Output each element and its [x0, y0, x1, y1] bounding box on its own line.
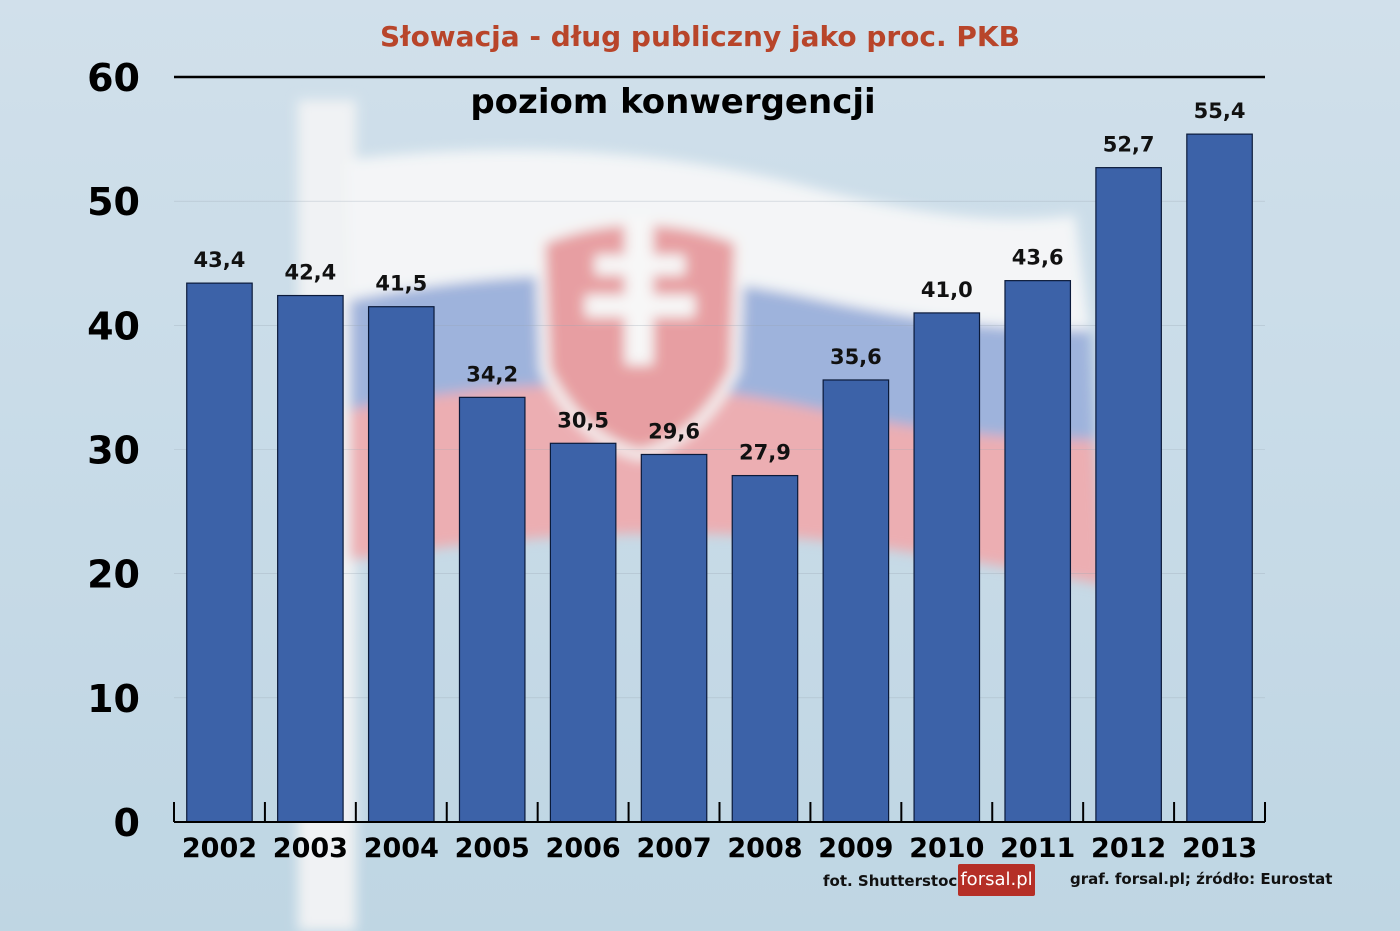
y-tick-label: 10: [87, 677, 140, 721]
x-tick-label: 2002: [182, 833, 257, 864]
x-tick-label: 2007: [636, 833, 711, 864]
y-tick-label: 30: [87, 429, 140, 473]
data-label: 55,4: [1194, 99, 1246, 123]
convergence-label: poziom konwergencji: [470, 82, 875, 122]
x-tick-label: 2006: [546, 833, 621, 864]
y-tick-label: 20: [87, 553, 140, 597]
bar-2013: [1186, 133, 1253, 823]
y-tick-label: 50: [87, 180, 140, 224]
forsal-logo: forsal.pl: [958, 864, 1035, 896]
source-credit: graf. forsal.pl; źródło: Eurostat: [1070, 870, 1333, 888]
x-tick-label: 2013: [1182, 833, 1257, 864]
bar-2008: [731, 474, 799, 823]
bar-2006: [549, 442, 617, 823]
data-label: 41,0: [921, 278, 973, 302]
x-tick-label: 2011: [1000, 833, 1075, 864]
y-tick-label: 0: [114, 801, 140, 845]
data-label: 43,6: [1012, 246, 1064, 270]
x-tick-label: 2012: [1091, 833, 1166, 864]
data-label: 35,6: [830, 345, 882, 369]
data-label: 43,4: [194, 248, 246, 272]
x-tick-label: 2005: [455, 833, 530, 864]
data-label: 41,5: [375, 272, 427, 296]
bar-2002: [186, 282, 253, 823]
x-tick-label: 2004: [364, 833, 439, 864]
x-tick-label: 2009: [818, 833, 893, 864]
y-tick-label: 40: [87, 304, 140, 348]
x-tick-label: 2008: [727, 833, 802, 864]
bar-2004: [367, 306, 435, 823]
bar-2003: [277, 294, 344, 823]
bar-2010: [913, 312, 981, 823]
data-label: 52,7: [1103, 133, 1155, 157]
y-tick-label: 60: [87, 56, 140, 100]
data-label: 42,4: [284, 261, 336, 285]
chart-title: Słowacja - dług publiczny jako proc. PKB: [380, 20, 1020, 53]
photo-credit: fot. Shutterstock: [823, 872, 968, 890]
data-label: 27,9: [739, 441, 791, 465]
x-tick-label: 2010: [909, 833, 984, 864]
bar-2005: [458, 396, 526, 823]
bar-2009: [822, 379, 890, 823]
data-label: 29,6: [648, 419, 700, 443]
bar-2011: [1004, 280, 1072, 823]
data-label: 30,5: [557, 408, 609, 432]
bar-2007: [640, 453, 708, 823]
x-tick-label: 2003: [273, 833, 348, 864]
bar-2012: [1095, 167, 1162, 823]
data-label: 34,2: [466, 362, 518, 386]
